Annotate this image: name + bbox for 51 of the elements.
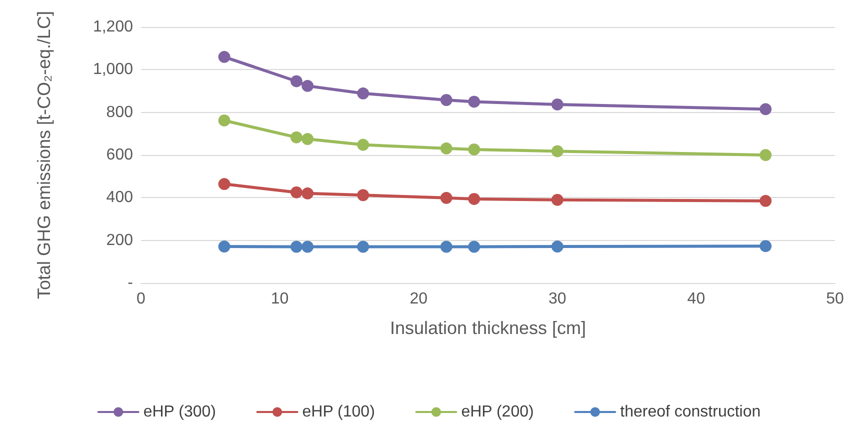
point: [551, 240, 564, 253]
point: [440, 94, 452, 106]
point: [302, 80, 314, 92]
point: [551, 98, 564, 110]
x-tick-label: 10: [270, 290, 289, 308]
y-tick-label: 200: [106, 232, 134, 249]
point: [440, 142, 452, 154]
point: [218, 114, 230, 126]
x-tick-label: 20: [410, 290, 428, 308]
legend-label: eHP (300): [143, 404, 216, 420]
x-tick-label: 50: [826, 290, 844, 308]
y-tick-label: 1,200: [92, 18, 134, 36]
point: [760, 103, 772, 116]
point: [760, 240, 772, 252]
point: [357, 189, 370, 202]
y-tick-label: 1,000: [92, 61, 134, 78]
legend-label: eHP (200): [461, 404, 534, 420]
point: [218, 50, 230, 63]
y-tick-label: 800: [106, 104, 134, 121]
point: [302, 133, 314, 146]
y-tick-label: -: [128, 274, 133, 292]
point: [302, 240, 314, 253]
y-tick-label: 600: [106, 146, 134, 164]
x-axis-title: Insulation thickness [cm]: [390, 318, 586, 338]
point: [218, 240, 230, 253]
point: [302, 187, 314, 200]
point: [468, 143, 480, 156]
point: [290, 186, 302, 198]
point: [357, 87, 370, 100]
point: [290, 240, 302, 253]
point: [218, 178, 230, 190]
x-tick-label: 40: [687, 290, 706, 308]
point: [551, 194, 564, 206]
point: [357, 138, 370, 151]
point: [468, 192, 480, 205]
point: [468, 96, 480, 108]
y-tick-label: 400: [106, 189, 134, 206]
point: [290, 131, 302, 144]
x-tick-label: 30: [548, 290, 566, 308]
legend-label: thereof construction: [620, 404, 761, 420]
point: [551, 145, 564, 158]
point: [440, 192, 452, 204]
point: [357, 240, 370, 253]
point: [290, 75, 302, 88]
x-tick-label: 0: [136, 290, 146, 308]
point: [440, 240, 452, 253]
legend-label: eHP (100): [302, 404, 375, 420]
y-axis-title: Total GHG emissions [t-CO₂-eq./LC]: [34, 11, 54, 300]
point: [760, 194, 772, 207]
point: [468, 240, 480, 253]
point: [760, 149, 772, 162]
